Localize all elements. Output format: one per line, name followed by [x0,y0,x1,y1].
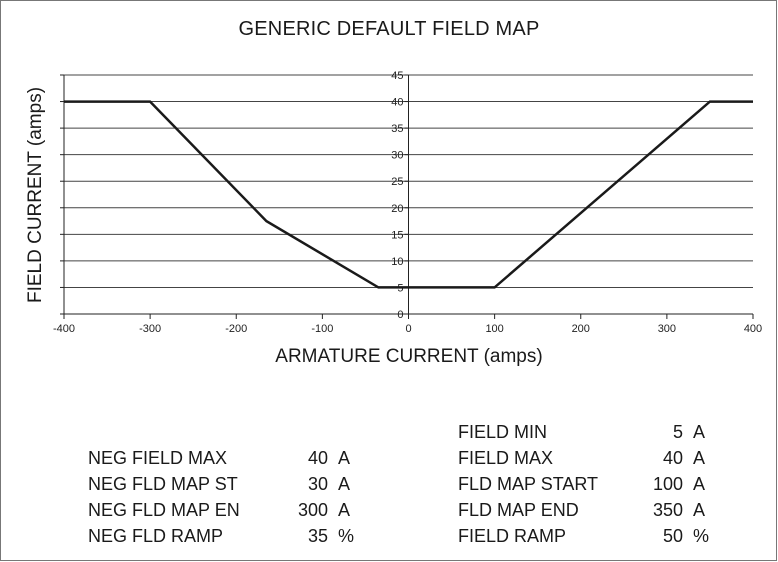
parameter-unit: % [338,526,355,546]
parameter-label: FIELD MAX [458,448,554,468]
parameter-value: 300 [297,500,328,520]
parameter-label: NEG FIELD MAX [88,448,228,468]
parameter-value: 30 [307,474,328,494]
parameter-row: FIELD RAMP 50% [458,526,718,552]
parameter-label: FLD MAP START [458,474,599,494]
parameter-value: 5 [672,422,683,442]
y-tick-label: 25 [391,176,403,188]
parameter-unit: A [693,422,706,442]
y-tick-label: 30 [391,150,403,162]
parameter-value: 40 [662,448,683,468]
parameter-label: FIELD MIN [458,422,548,442]
parameter-row: FIELD MAX 40 A [458,448,718,474]
parameter-label: FIELD RAMP [458,526,567,546]
parameter-unit: A [338,474,351,494]
x-tick-label: 200 [572,323,590,335]
parameter-row: NEG FLD RAMP 35% [88,526,368,552]
parameter-unit: A [338,500,351,520]
y-tick-label: 20 [391,203,403,215]
parameter-row: NEG FIELD MAX 40 A [88,448,368,474]
x-tick-label: 100 [485,323,503,335]
parameter-value: 50 [662,526,683,546]
negative-parameter-list: NEG FIELD MAX 40 A NEG FLD MAP ST 30 A NEG FLD… [88,448,368,552]
y-tick-label: 15 [391,229,403,241]
parameter-value: 40 [307,448,328,468]
parameter-row: FLD MAP END 350 A [458,500,718,526]
parameter-row: FLD MAP START 100 A [458,474,718,500]
y-tick-label: 45 [391,70,403,82]
parameter-value: 100 [652,474,683,494]
x-tick-label: -100 [311,323,333,335]
parameter-row: NEG FLD MAP ST 30 A [88,474,368,500]
y-tick-label: 40 [391,97,403,109]
x-tick-label: 0 [405,323,411,335]
y-tick-label: 35 [391,123,403,135]
parameter-unit: A [338,448,351,468]
parameter-value: 35 [307,526,328,546]
x-tick-label: -200 [225,323,247,335]
y-tick-label: 0 [397,309,403,321]
x-axis-label: ARMATURE CURRENT (amps) [275,346,543,367]
x-tick-label: 300 [658,323,676,335]
y-axis-label: FIELD CURRENT (amps) [25,86,46,304]
parameter-unit: A [693,474,706,494]
parameter-unit: A [693,500,706,520]
x-tick-label: 400 [744,323,762,335]
field-map-line [64,100,753,289]
chart-title: GENERIC DEFAULT FIELD MAP [238,18,540,40]
positive-parameter-list: FIELD MIN 5 A FIELD MAX 40 A FLD MAP START 100 A… [458,422,718,552]
x-tick-label: -300 [139,323,161,335]
y-tick-label: 10 [391,256,403,268]
parameter-unit: A [693,448,706,468]
parameter-row: FIELD MIN 5 A [458,422,718,448]
parameter-unit: % [693,526,710,546]
parameter-label: NEG FLD MAP EN [88,500,240,520]
x-tick-label: -400 [53,323,75,335]
parameter-value: 350 [652,500,683,520]
parameter-label: NEG FLD MAP ST [88,474,238,494]
parameter-label: FLD MAP END [458,500,579,520]
parameter-label: NEG FLD RAMP [88,526,224,546]
parameter-row: NEG FLD MAP EN 300 A [88,500,368,526]
